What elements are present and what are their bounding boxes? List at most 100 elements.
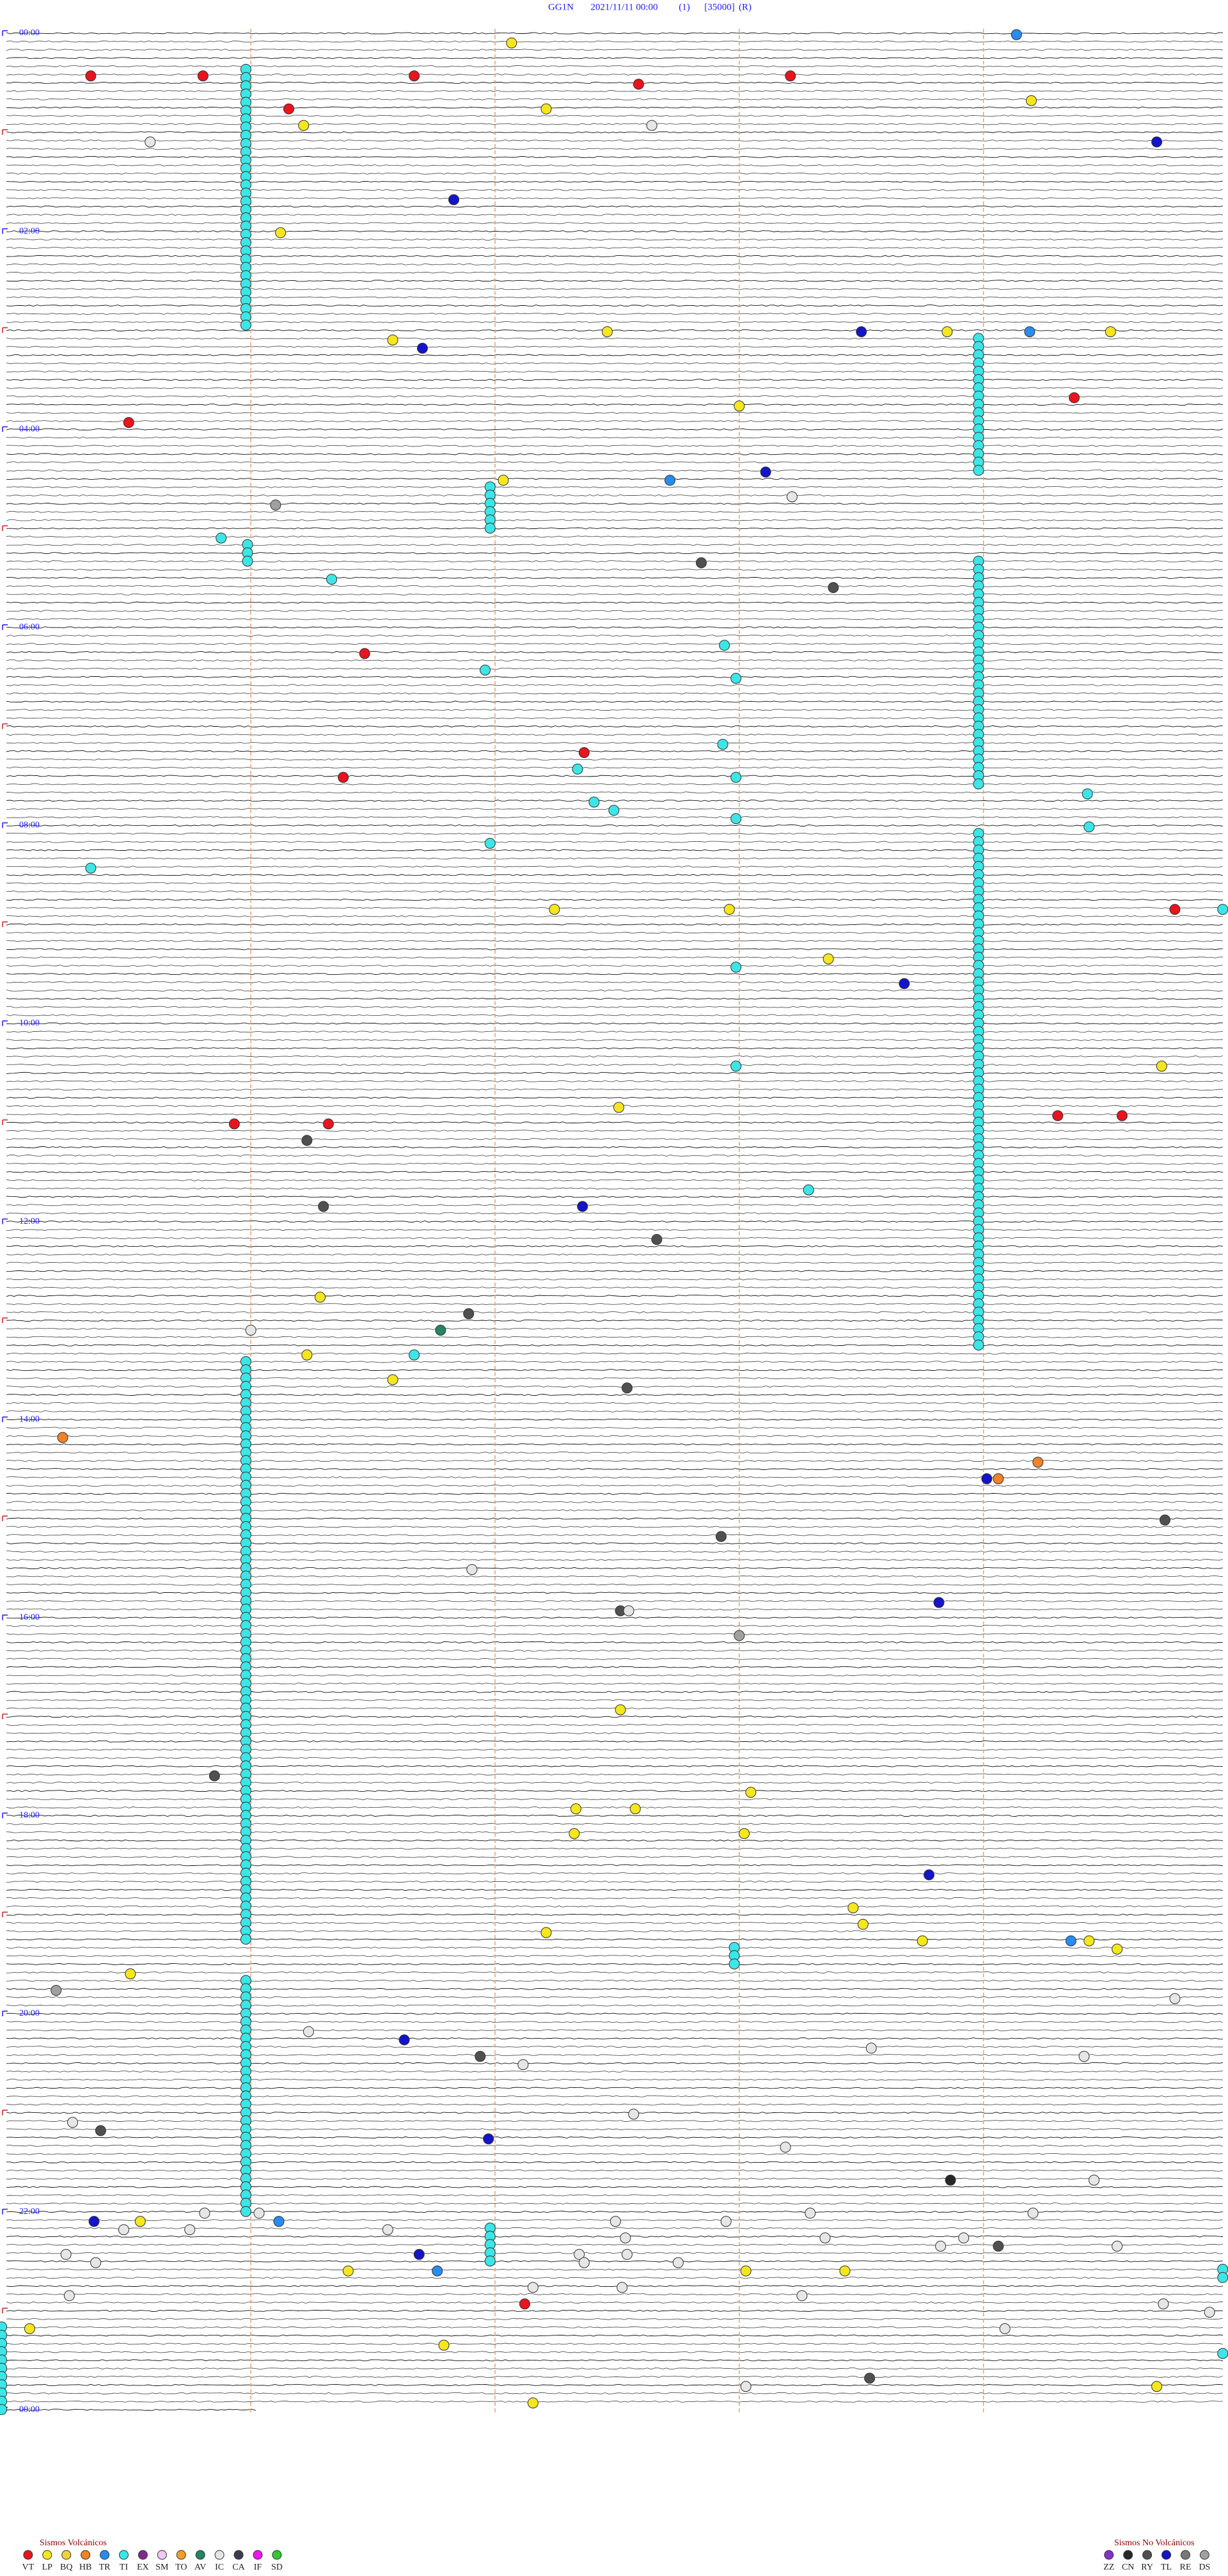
trace <box>6 2293 1223 2296</box>
trace <box>6 2408 256 2411</box>
trace <box>6 1682 1224 1685</box>
event-marker <box>723 904 735 915</box>
legend-label: TO <box>175 2563 187 2572</box>
trace <box>6 1757 1224 1759</box>
trace <box>6 1047 1224 1050</box>
legend-marker <box>1123 2550 1133 2560</box>
trace <box>6 1881 1224 1883</box>
event-marker <box>134 2216 146 2227</box>
event-marker <box>342 2265 354 2277</box>
trace <box>6 626 1224 629</box>
event-marker <box>1078 2051 1090 2062</box>
event-marker <box>819 2232 831 2243</box>
trace <box>6 510 1224 513</box>
time-label: 02:00 <box>19 226 40 236</box>
station: GG1N <box>548 2 574 12</box>
trace <box>6 1278 1224 1281</box>
event-marker <box>240 319 251 331</box>
trace <box>6 180 1224 183</box>
trace <box>6 1592 1224 1594</box>
trace <box>6 906 1224 909</box>
trace <box>6 1971 1224 1974</box>
trace <box>6 2103 1224 2106</box>
trace <box>6 2309 1224 2312</box>
event-marker <box>0 2404 8 2415</box>
legend: Sismos Volcánicos VT LP BQ HB TR TI EX SM TO AV IC C… <box>22 2538 1211 2572</box>
mode: (R) <box>739 2 752 12</box>
trace <box>6 1212 1224 1215</box>
trace <box>6 1327 1224 1330</box>
event-marker <box>483 2133 494 2145</box>
event-marker <box>734 400 745 412</box>
trace <box>6 1237 1224 1239</box>
event-marker <box>945 2174 956 2186</box>
trace <box>6 956 1224 959</box>
hour-marker <box>2 2110 8 2115</box>
event-marker <box>1156 1061 1167 1072</box>
trace <box>6 1270 1224 1272</box>
legend-label: BQ <box>60 2563 72 2572</box>
trace <box>6 1154 1224 1157</box>
trace <box>6 1311 1224 1314</box>
hour-marker <box>2 2208 8 2215</box>
event-marker <box>569 1828 580 1839</box>
trace <box>6 2004 1224 2007</box>
trace <box>6 1814 1224 1817</box>
event-marker <box>1151 2381 1163 2392</box>
trace <box>6 2128 1224 2131</box>
trace <box>6 544 1224 546</box>
trace <box>6 2078 1224 2081</box>
event-marker <box>519 2298 530 2310</box>
trace <box>6 1517 1224 1520</box>
trace <box>6 1162 1223 1165</box>
trace <box>6 1336 1224 1338</box>
trace <box>6 527 1224 530</box>
event-marker <box>466 1564 478 1576</box>
trace <box>6 445 1224 447</box>
trace <box>6 1625 1224 1627</box>
event-marker <box>796 2290 808 2302</box>
trace <box>6 263 1223 265</box>
trace <box>6 255 1224 257</box>
event-marker <box>646 120 657 131</box>
event-marker <box>359 648 370 660</box>
trace <box>6 1492 1224 1495</box>
legend-label: VT <box>22 2563 35 2572</box>
trace <box>6 1723 1224 1727</box>
event-marker <box>199 2208 210 2219</box>
event-marker <box>993 2240 1004 2252</box>
legend-marker <box>214 2550 224 2560</box>
trace <box>6 1526 1224 1528</box>
event-marker <box>610 2216 621 2227</box>
hour-marker <box>2 1615 8 1620</box>
legend-label: CA <box>232 2563 245 2572</box>
trace <box>6 1377 1224 1380</box>
trace <box>6 57 1223 59</box>
legend-label: CN <box>1122 2563 1134 2572</box>
trace <box>6 725 1224 728</box>
event-marker <box>1083 821 1095 833</box>
trace <box>6 717 1224 720</box>
trace <box>6 1699 1224 1702</box>
trace <box>6 1014 1224 1016</box>
event-marker <box>298 120 310 131</box>
trace <box>6 2046 1223 2048</box>
event-marker <box>1089 2174 1100 2186</box>
event-marker <box>924 1869 935 1881</box>
hour-marker <box>2 30 8 36</box>
trace <box>6 2351 1224 2353</box>
event-marker <box>540 1927 552 1938</box>
trace <box>6 2260 1224 2263</box>
trace <box>6 370 1224 373</box>
legend-marker <box>1199 2550 1209 2560</box>
trace <box>6 271 1224 274</box>
trace <box>6 816 1224 819</box>
event-marker <box>209 1770 220 1782</box>
trace <box>6 610 1224 612</box>
trace <box>6 700 1224 703</box>
trace <box>6 354 1224 356</box>
trace <box>6 2227 1224 2229</box>
trace <box>6 832 1223 835</box>
trace <box>6 40 1224 43</box>
event-marker <box>935 2240 947 2252</box>
